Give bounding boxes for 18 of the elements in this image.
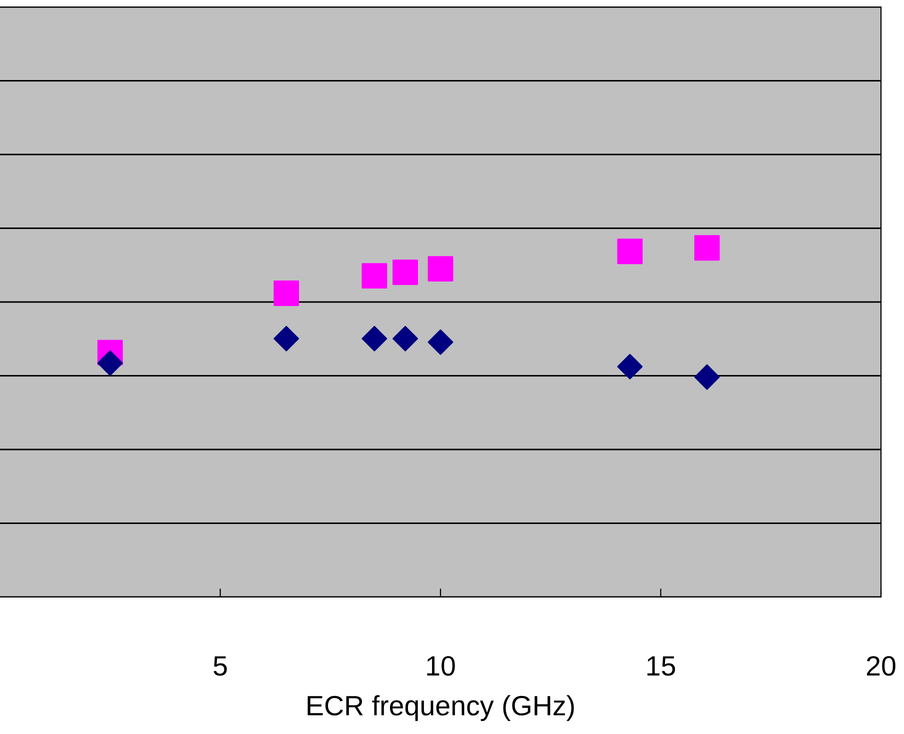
point: [694, 235, 720, 261]
x-axis-title: ECR frequency (GHz): [308, 695, 574, 722]
point: [362, 263, 388, 289]
point: [392, 260, 418, 286]
point: [274, 280, 300, 306]
x-tick-label: 5: [214, 656, 227, 676]
x-tick-label: 15: [647, 656, 676, 676]
point: [428, 329, 454, 355]
point: [274, 326, 300, 352]
point: [362, 326, 388, 352]
x-tick-label: 20: [866, 656, 896, 676]
x-tick-label: 10: [427, 656, 455, 676]
point: [392, 326, 418, 352]
point: [617, 354, 643, 380]
point: [617, 238, 643, 264]
point: [694, 364, 720, 390]
point: [428, 256, 454, 282]
point: [97, 350, 123, 376]
